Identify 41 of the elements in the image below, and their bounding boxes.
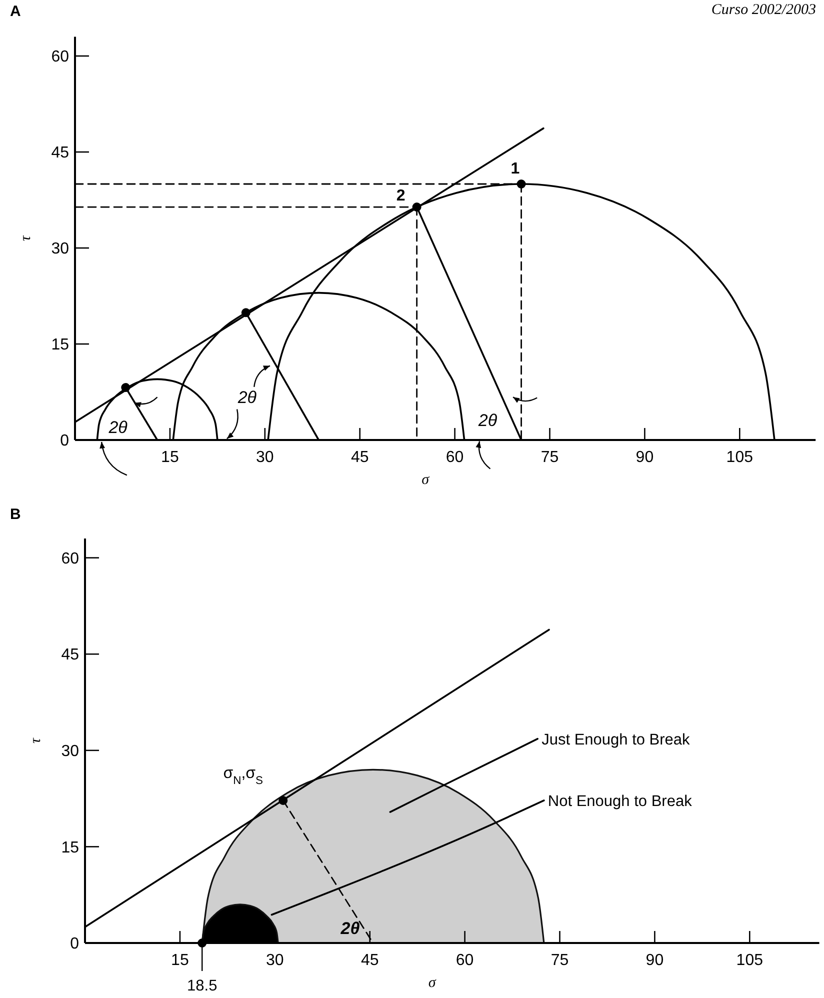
y-tick-label: 30 — [51, 240, 70, 258]
annotation: 2θ — [340, 919, 360, 938]
annotation: Just Enough to Break — [542, 731, 690, 748]
text: Curso 2002/2003 — [711, 2, 816, 18]
y-tick-label: 45 — [51, 144, 70, 162]
chart-title: A — [10, 3, 21, 20]
y-tick-label: 60 — [61, 550, 80, 568]
x-tick-label: 60 — [456, 952, 474, 969]
x-tick-label: 60 — [446, 449, 464, 466]
x-tick-label: 90 — [646, 952, 664, 969]
annotation: 2 — [396, 188, 406, 205]
x-axis-title: σ — [422, 472, 430, 488]
x-tick-label: 105 — [726, 449, 754, 466]
y-tick-label: 15 — [51, 336, 70, 354]
x-tick-label: 15 — [161, 449, 179, 466]
y-axis-title: τ — [28, 737, 44, 744]
x-tick-label: 30 — [256, 449, 274, 466]
annotation: σ$_{N}$,σ$_{S}$ — [223, 765, 264, 788]
x-axis-title: σ — [428, 975, 436, 991]
x-tick-label: 30 — [266, 952, 284, 969]
annotation: 2θ — [108, 418, 128, 438]
y-tick-label: 15 — [61, 839, 80, 856]
y-tick-label: 0 — [70, 936, 80, 953]
x-tick-label: 90 — [636, 449, 654, 466]
x-tick-label: 75 — [540, 449, 559, 466]
y-axis-title: τ — [18, 235, 34, 242]
y-tick-label: 30 — [61, 743, 80, 760]
x-tick-label: 45 — [360, 952, 379, 969]
x-tick-label: 105 — [736, 952, 764, 969]
y-tick-label: 45 — [61, 646, 80, 664]
annotation: 1 — [510, 160, 520, 178]
annotation: 18.5 — [187, 977, 218, 994]
x-tick-label: 75 — [550, 952, 569, 969]
annotation: 2θ — [236, 388, 258, 408]
x-tick-label: 45 — [350, 449, 369, 466]
annotation: Not Enough to Break — [548, 792, 692, 810]
annotation: 2θ — [477, 411, 498, 430]
y-tick-label: 0 — [60, 432, 70, 450]
x-tick-label: 15 — [171, 952, 189, 969]
chart-title: B — [10, 506, 21, 523]
y-tick-label: 60 — [51, 48, 70, 66]
